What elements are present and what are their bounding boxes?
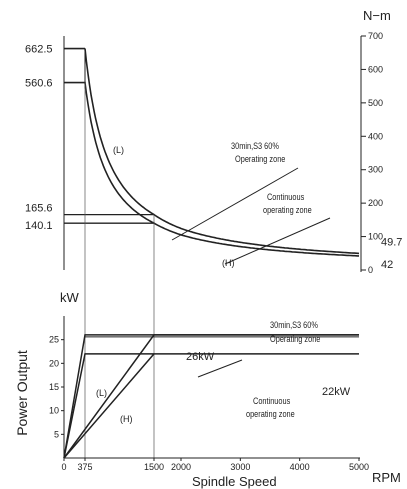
- torque-tick-label: 200: [368, 198, 383, 208]
- torque-marker-label: 560.6: [25, 78, 53, 90]
- power-continuous-zone-line1: Continuous: [253, 396, 290, 406]
- power-panel: kW Power Output 5 10 15 20 25 0 375 1500 2000 300…: [14, 290, 401, 489]
- torque-curve-l-label: (L): [113, 145, 124, 155]
- torque-marker-label: 140.1: [25, 220, 53, 232]
- torque-tick-label: 100: [368, 232, 383, 242]
- power-unit-label: kW: [60, 290, 80, 305]
- power-series-group: [63, 334, 359, 459]
- power-26kw-label: 26kW: [186, 351, 215, 363]
- power-x-tick-label: 5000: [349, 462, 369, 472]
- power-y-tick-label: 10: [49, 406, 59, 416]
- power-y-tick-label: 25: [49, 335, 59, 345]
- torque-continuous-zone-line1: Continuous: [267, 192, 304, 202]
- torque-tick-label: 400: [368, 131, 383, 141]
- torque-tick-label: 300: [368, 165, 383, 175]
- power-s3-zone-line1: 30min,S3 60%: [270, 320, 319, 330]
- power-x-tick-label: 4000: [290, 462, 310, 472]
- power-22kw-label: 22kW: [322, 386, 351, 398]
- power-ylabel: Power Output: [14, 350, 30, 436]
- torque-tick-label: 0: [368, 265, 373, 275]
- torque-continuous-zone-line2: operating zone: [263, 205, 312, 215]
- torque-end-label: 42: [381, 259, 393, 271]
- torque-unit-label: N−m: [363, 8, 391, 23]
- power-curve-h-label: (H): [120, 414, 133, 424]
- power-continuous-l-line: [63, 353, 359, 459]
- power-y-tick-label: 15: [49, 382, 59, 392]
- torque-left-markers: 662.5 560.6 165.6 140.1: [25, 44, 53, 233]
- power-26kw-leader: [197, 359, 243, 378]
- torque-panel: N−m 0 100 200 300 400 500 600 700 662.5 560.6 165…: [25, 8, 402, 458]
- torque-tick-label: 700: [368, 31, 383, 41]
- power-curve-l-label: (L): [96, 388, 107, 398]
- torque-series-l-line: [64, 47, 360, 255]
- power-xlabel: Spindle Speed: [192, 474, 277, 489]
- power-axes: 5 10 15 20 25 0 375 1500 2000 3000 4000 5000: [49, 316, 369, 472]
- power-x-tick-label: 1500: [144, 462, 164, 472]
- torque-s3-zone-line2: Operating zone: [235, 154, 286, 164]
- torque-right-axis: 0 100 200 300 400 500 600 700: [63, 31, 383, 275]
- torque-tick-label: 600: [368, 64, 383, 74]
- power-series-h-line: [63, 334, 359, 459]
- power-x-tick-label: 3000: [230, 462, 250, 472]
- torque-marker-label: 662.5: [25, 44, 53, 56]
- torque-end-labels: 49.7 42: [381, 236, 402, 271]
- torque-s3-zone-line1: 30min,S3 60%: [231, 141, 280, 151]
- power-x-unit: RPM: [372, 470, 401, 485]
- power-y-tick-label: 20: [49, 358, 59, 368]
- power-continuous-zone-line2: operating zone: [246, 409, 295, 419]
- power-x-tick-label: 0: [61, 462, 66, 472]
- torque-series-group: [64, 47, 360, 458]
- torque-continuous-zone-leader: [224, 217, 331, 265]
- torque-end-label: 49.7: [381, 236, 402, 248]
- power-x-tick-label: 375: [77, 462, 92, 472]
- power-y-tick-label: 5: [54, 429, 59, 439]
- power-continuous-h-line: [63, 353, 155, 459]
- torque-s3-zone-leader: [171, 167, 299, 241]
- power-x-tick-label: 2000: [171, 462, 191, 472]
- power-s3-zone-line2: Operating zone: [270, 334, 321, 344]
- torque-marker-label: 165.6: [25, 203, 53, 215]
- torque-series-h-line: [64, 81, 359, 257]
- torque-tick-label: 500: [368, 98, 383, 108]
